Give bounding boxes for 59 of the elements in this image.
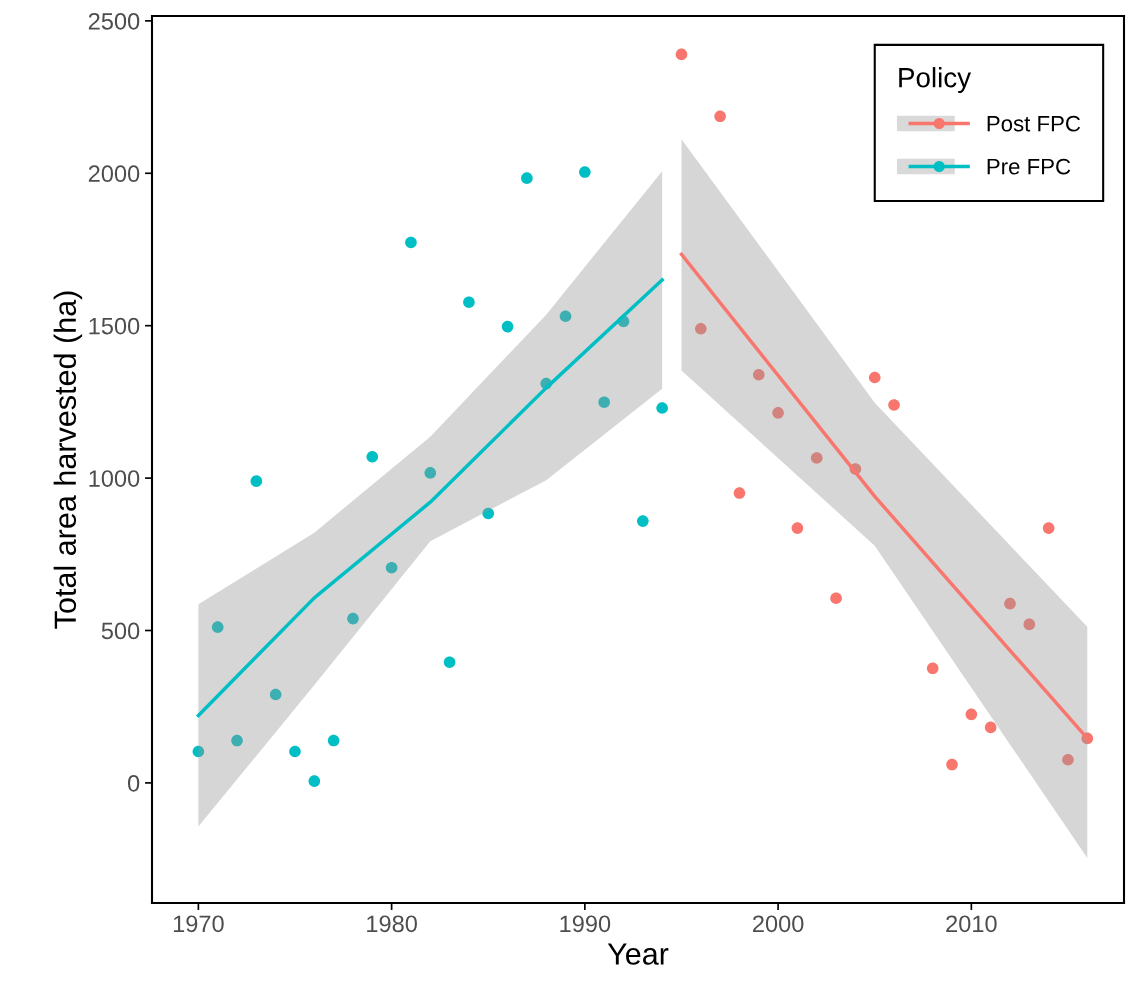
point <box>192 745 205 758</box>
point <box>579 166 591 178</box>
point <box>984 721 997 734</box>
point <box>868 371 881 384</box>
x-tick-label: 2000 <box>753 915 804 933</box>
y-axis-title: Total area harvested (ha) <box>53 291 83 629</box>
point <box>366 450 379 463</box>
point <box>289 745 301 758</box>
x-tick-label: 1990 <box>560 915 611 933</box>
point <box>675 48 688 61</box>
point <box>443 656 456 669</box>
point <box>424 467 437 479</box>
y-tick-label: 2500 <box>88 12 140 30</box>
point <box>559 310 572 323</box>
y-tick-label: 500 <box>101 622 140 640</box>
x-tick-label: 2010 <box>946 915 997 933</box>
y-tick-label: 2000 <box>88 165 140 183</box>
point <box>926 662 939 675</box>
point <box>791 522 804 534</box>
line-series <box>196 278 664 718</box>
point <box>211 621 224 633</box>
point <box>521 172 533 184</box>
point <box>656 402 668 414</box>
x-axis-title: Year <box>607 943 669 965</box>
y-tick-label: 0 <box>127 774 140 792</box>
point <box>946 758 958 771</box>
legend-label: Post FPC <box>987 115 1081 132</box>
legend-title: Policy <box>899 67 972 93</box>
point <box>385 561 398 574</box>
point <box>231 734 243 747</box>
point <box>405 236 417 249</box>
legend-label: Pre FPC <box>987 158 1071 175</box>
point <box>965 708 978 721</box>
point <box>752 368 765 381</box>
point <box>733 487 746 499</box>
point <box>501 320 514 333</box>
point <box>1062 753 1074 766</box>
point <box>888 399 900 411</box>
point <box>714 110 726 123</box>
point <box>308 775 321 787</box>
point <box>1023 618 1036 631</box>
point <box>347 612 359 625</box>
point <box>810 452 823 464</box>
point <box>830 592 842 604</box>
point <box>694 322 707 335</box>
y-tick-label: 1500 <box>89 317 140 335</box>
x-tick-label: 1980 <box>367 915 417 933</box>
point <box>463 296 475 309</box>
y-tick-label: 1000 <box>89 470 140 487</box>
point <box>598 396 610 409</box>
point <box>269 688 282 701</box>
point <box>482 507 495 520</box>
point <box>772 407 784 419</box>
x-tick-label: 1970 <box>173 915 224 933</box>
point <box>327 734 340 747</box>
point <box>637 515 649 527</box>
point <box>1042 522 1055 534</box>
point <box>250 475 263 487</box>
point <box>1004 597 1016 610</box>
